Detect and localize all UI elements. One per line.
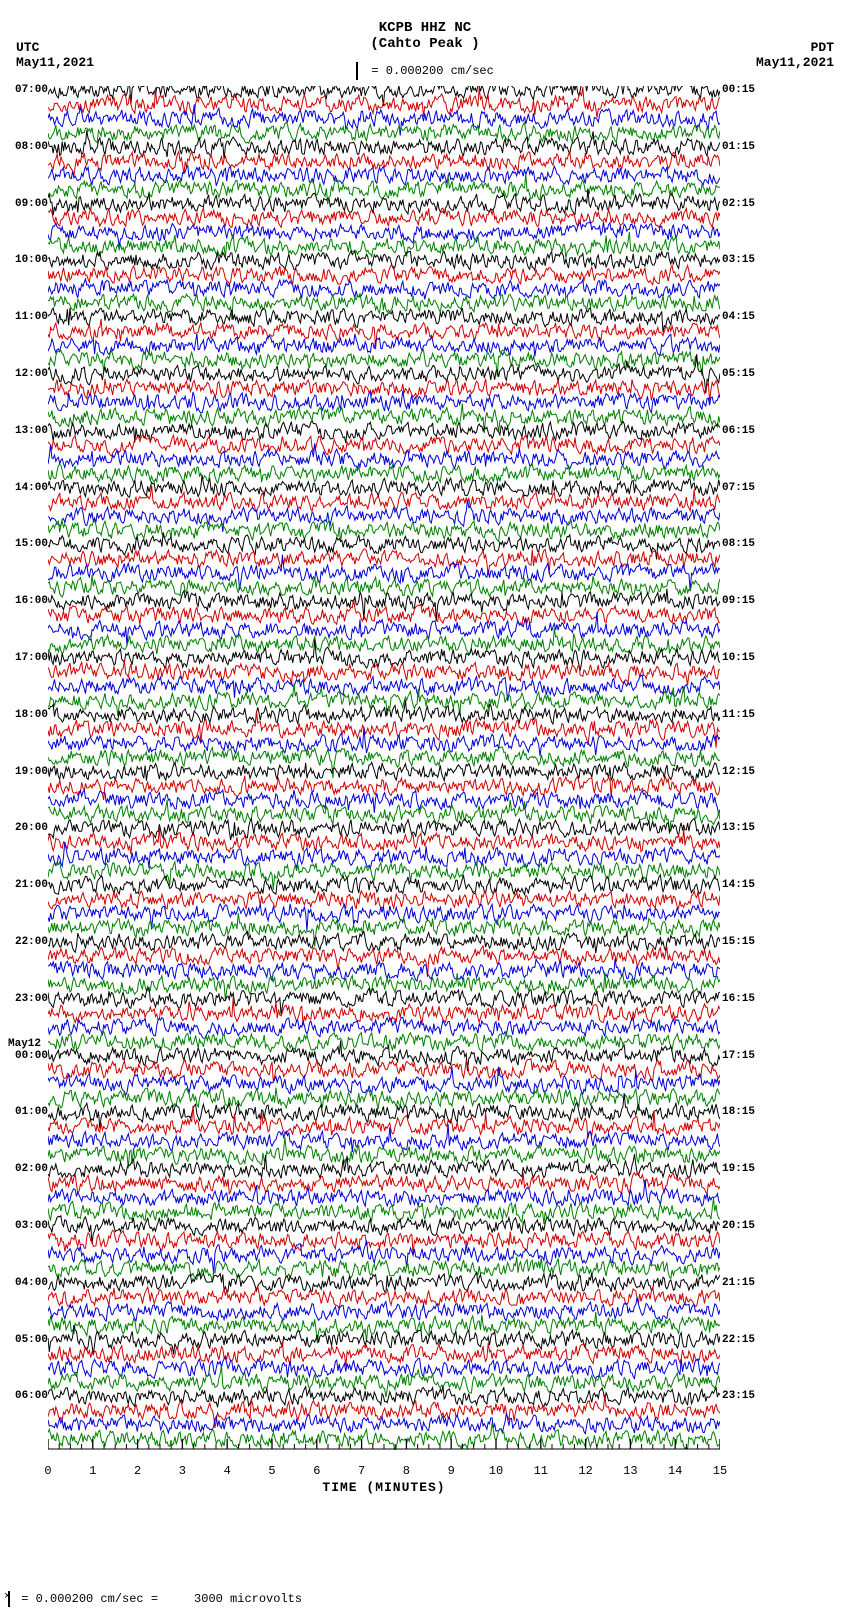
pdt-hour-label: 17:15 [722,1051,755,1062]
pdt-hour-label: 18:15 [722,1107,755,1118]
pdt-hour-label: 19:15 [722,1164,755,1175]
utc-hour-label: 13:00 [15,426,48,437]
utc-hour-label: 08:00 [15,142,48,153]
amplitude-scale: = 0.000200 cm/sec [0,62,850,80]
utc-hour-label: 10:00 [15,255,48,266]
tz-left-label: UTC [16,40,94,55]
x-tick-label: 4 [224,1464,231,1478]
x-tick-label: 6 [313,1464,320,1478]
pdt-hour-label: 22:15 [722,1335,755,1346]
pdt-hour-label: 11:15 [722,710,755,721]
pdt-hour-label: 04:15 [722,312,755,323]
utc-hour-label: 14:00 [15,483,48,494]
footer-x-icon: × [4,1591,11,1603]
x-tick-label: 14 [668,1464,682,1478]
utc-hour-label: 19:00 [15,767,48,778]
x-tick-label: 8 [403,1464,410,1478]
x-tick-label: 3 [179,1464,186,1478]
pdt-hour-label: 09:15 [722,596,755,607]
footer-scale: × = 0.000200 cm/sec = 3000 microvolts [4,1591,302,1607]
pdt-hour-label: 14:15 [722,880,755,891]
tz-left-date: May11,2021 [16,55,94,70]
pdt-hour-label: 00:15 [722,85,755,96]
pdt-hour-label: 10:15 [722,653,755,664]
footer-text-before: = 0.000200 cm/sec = [21,1592,158,1606]
x-axis: TIME (MINUTES) 0123456789101112131415 [48,1452,720,1502]
day-change-label: May12 [8,1038,41,1050]
pdt-hour-label: 05:15 [722,369,755,380]
pdt-hour-label: 01:15 [722,142,755,153]
x-tick-label: 15 [713,1464,727,1478]
pdt-hour-label: 21:15 [722,1278,755,1289]
station-name: (Cahto Peak ) [0,36,850,52]
x-tick-label: 1 [89,1464,96,1478]
helicorder-plot [48,86,720,1450]
station-code: KCPB HHZ NC [0,20,850,36]
utc-hour-label: 18:00 [15,710,48,721]
utc-hour-label: 21:00 [15,880,48,891]
utc-hour-label: 00:00 [15,1051,48,1062]
tz-right: PDT May11,2021 [756,40,834,70]
utc-hour-label: 03:00 [15,1221,48,1232]
utc-hour-label: 05:00 [15,1335,48,1346]
x-tick-label: 12 [578,1464,592,1478]
pdt-hour-label: 02:15 [722,199,755,210]
x-axis-label: TIME (MINUTES) [48,1480,720,1495]
utc-hour-label: 07:00 [15,85,48,96]
utc-hour-label: 20:00 [15,823,48,834]
utc-hour-label: 17:00 [15,653,48,664]
utc-hour-label: 06:00 [15,1391,48,1402]
utc-hour-label: 04:00 [15,1278,48,1289]
pdt-hour-label: 06:15 [722,426,755,437]
x-tick-label: 5 [268,1464,275,1478]
footer-text-after: 3000 microvolts [194,1592,302,1606]
tz-right-date: May11,2021 [756,55,834,70]
scale-bar-icon [356,62,358,80]
utc-hour-label: 02:00 [15,1164,48,1175]
utc-hour-label: 23:00 [15,994,48,1005]
pdt-hour-label: 20:15 [722,1221,755,1232]
tz-left: UTC May11,2021 [16,40,94,70]
x-tick-label: 9 [448,1464,455,1478]
utc-hour-label: 15:00 [15,539,48,550]
scale-text: = 0.000200 cm/sec [371,64,493,78]
utc-hour-label: 12:00 [15,369,48,380]
utc-hour-label: 01:00 [15,1107,48,1118]
utc-hour-label: 16:00 [15,596,48,607]
pdt-hour-label: 12:15 [722,767,755,778]
pdt-hour-label: 23:15 [722,1391,755,1402]
x-tick-label: 0 [44,1464,51,1478]
utc-hour-label: 11:00 [15,312,48,323]
helicorder-page: KCPB HHZ NC (Cahto Peak ) = 0.000200 cm/… [0,0,850,1613]
pdt-hour-label: 03:15 [722,255,755,266]
x-tick-label: 13 [623,1464,637,1478]
pdt-hour-label: 15:15 [722,937,755,948]
x-tick-label: 7 [358,1464,365,1478]
pdt-hour-label: 08:15 [722,539,755,550]
utc-hour-label: 09:00 [15,199,48,210]
utc-hour-label: 22:00 [15,937,48,948]
pdt-hour-label: 16:15 [722,994,755,1005]
x-tick-label: 10 [489,1464,503,1478]
tz-right-label: PDT [756,40,834,55]
pdt-hour-label: 07:15 [722,483,755,494]
x-tick-label: 2 [134,1464,141,1478]
pdt-hour-label: 13:15 [722,823,755,834]
chart-header: KCPB HHZ NC (Cahto Peak ) [0,20,850,52]
x-tick-label: 11 [534,1464,548,1478]
